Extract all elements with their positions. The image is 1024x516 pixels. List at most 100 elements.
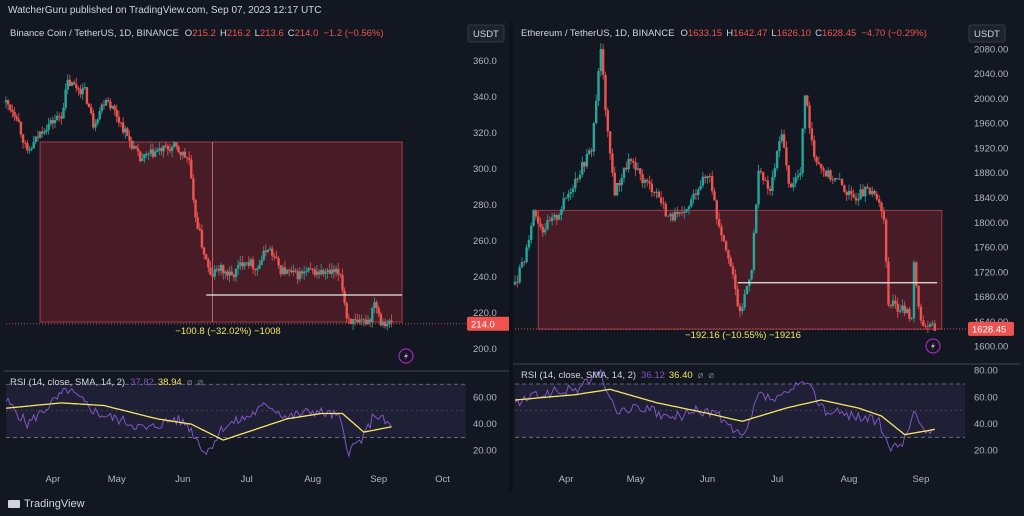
candle-body[interactable] <box>177 146 180 153</box>
candle-body[interactable] <box>196 217 199 229</box>
candle-body[interactable] <box>204 254 208 260</box>
candle-body[interactable] <box>831 179 834 181</box>
candle-body[interactable] <box>810 128 814 141</box>
candle-body[interactable] <box>513 281 517 285</box>
candle-body[interactable] <box>639 168 642 175</box>
candle-body[interactable] <box>58 115 61 117</box>
candle-body[interactable] <box>77 88 80 90</box>
candle-body[interactable] <box>683 211 686 214</box>
candle-body[interactable] <box>45 130 48 132</box>
candle-body[interactable] <box>104 99 108 106</box>
candle-body[interactable] <box>532 210 535 226</box>
candle-body[interactable] <box>541 226 545 233</box>
candle-body[interactable] <box>119 122 123 124</box>
candle-body[interactable] <box>285 269 289 274</box>
candle-body[interactable] <box>43 131 46 134</box>
candle-body[interactable] <box>153 151 157 157</box>
candle-body[interactable] <box>319 270 323 275</box>
candle-body[interactable] <box>615 182 619 196</box>
candle-body[interactable] <box>599 49 603 71</box>
candle-body[interactable] <box>720 226 723 236</box>
candle-body[interactable] <box>383 321 387 327</box>
candle-body[interactable] <box>894 300 897 304</box>
candle-body[interactable] <box>850 190 853 195</box>
candle-body[interactable] <box>778 141 781 152</box>
candle-body[interactable] <box>871 190 874 195</box>
candle-body[interactable] <box>852 194 855 198</box>
candle-body[interactable] <box>662 202 665 204</box>
settings-icon[interactable]: ⌀ <box>197 377 203 388</box>
candle-body[interactable] <box>884 219 888 262</box>
candle-body[interactable] <box>132 145 135 149</box>
candle-body[interactable] <box>766 180 770 189</box>
candle-body[interactable] <box>234 268 238 278</box>
candle-body[interactable] <box>134 145 138 149</box>
candle-body[interactable] <box>226 271 229 276</box>
candle-body[interactable] <box>147 153 150 155</box>
candle-body[interactable] <box>629 159 633 161</box>
candle-body[interactable] <box>368 319 372 322</box>
candle-body[interactable] <box>601 49 605 75</box>
candle-body[interactable] <box>6 100 10 105</box>
candle-body[interactable] <box>673 211 677 221</box>
candle-body[interactable] <box>375 302 378 308</box>
candle-body[interactable] <box>356 319 359 323</box>
candle-body[interactable] <box>290 270 293 273</box>
eth-chart-svg[interactable]: 2080.00 2040.00 2000.00 1960.00 1920.00 1880.… <box>513 22 1020 492</box>
candle-body[interactable] <box>349 319 353 325</box>
candle-body[interactable] <box>782 134 786 148</box>
candle-body[interactable] <box>149 149 153 154</box>
candle-body[interactable] <box>26 142 29 151</box>
candle-body[interactable] <box>708 176 712 177</box>
candle-body[interactable] <box>813 140 816 157</box>
candle-body[interactable] <box>676 211 679 214</box>
candle-body[interactable] <box>620 178 623 186</box>
candle-body[interactable] <box>136 148 140 152</box>
candle-body[interactable] <box>669 213 672 216</box>
candle-body[interactable] <box>170 146 174 151</box>
candle-body[interactable] <box>889 304 892 307</box>
currency-badge[interactable] <box>467 24 505 43</box>
candle-body[interactable] <box>560 209 563 215</box>
candle-body[interactable] <box>843 185 846 192</box>
candle-body[interactable] <box>15 116 18 120</box>
candle-body[interactable] <box>247 262 250 266</box>
candle-body[interactable] <box>606 110 609 132</box>
candle-body[interactable] <box>194 200 197 218</box>
candle-body[interactable] <box>685 209 688 212</box>
candle-body[interactable] <box>305 271 308 272</box>
candle-body[interactable] <box>687 206 691 210</box>
candle-body[interactable] <box>692 193 695 200</box>
candle-body[interactable] <box>330 269 334 274</box>
visibility-icon[interactable]: ⌀ <box>187 377 193 388</box>
candle-body[interactable] <box>345 303 348 319</box>
candle-body[interactable] <box>179 152 182 156</box>
candle-body[interactable] <box>680 212 684 214</box>
candle-body[interactable] <box>592 123 596 152</box>
candle-body[interactable] <box>102 104 106 106</box>
candle-body[interactable] <box>185 157 189 159</box>
candle-body[interactable] <box>36 136 40 138</box>
candle-body[interactable] <box>771 176 774 191</box>
candle-body[interactable] <box>275 256 278 259</box>
candle-body[interactable] <box>160 148 163 152</box>
candle-body[interactable] <box>901 305 904 311</box>
candle-body[interactable] <box>780 134 783 142</box>
candle-body[interactable] <box>785 147 788 166</box>
eth-chart-panel[interactable]: 2080.00 2040.00 2000.00 1960.00 1920.00 1880.… <box>513 22 1020 492</box>
candle-body[interactable] <box>864 186 867 197</box>
candle-body[interactable] <box>281 267 285 275</box>
candle-body[interactable] <box>912 262 916 319</box>
candle-body[interactable] <box>926 326 930 327</box>
candle-body[interactable] <box>388 320 391 324</box>
candle-body[interactable] <box>866 186 869 189</box>
candle-body[interactable] <box>933 323 937 331</box>
candle-body[interactable] <box>288 269 291 271</box>
candle-body[interactable] <box>652 192 656 193</box>
candle-body[interactable] <box>717 219 721 227</box>
candle-body[interactable] <box>347 318 351 320</box>
candle-body[interactable] <box>200 230 204 248</box>
candle-body[interactable] <box>761 172 765 181</box>
candle-body[interactable] <box>300 271 304 274</box>
candle-body[interactable] <box>536 216 540 224</box>
